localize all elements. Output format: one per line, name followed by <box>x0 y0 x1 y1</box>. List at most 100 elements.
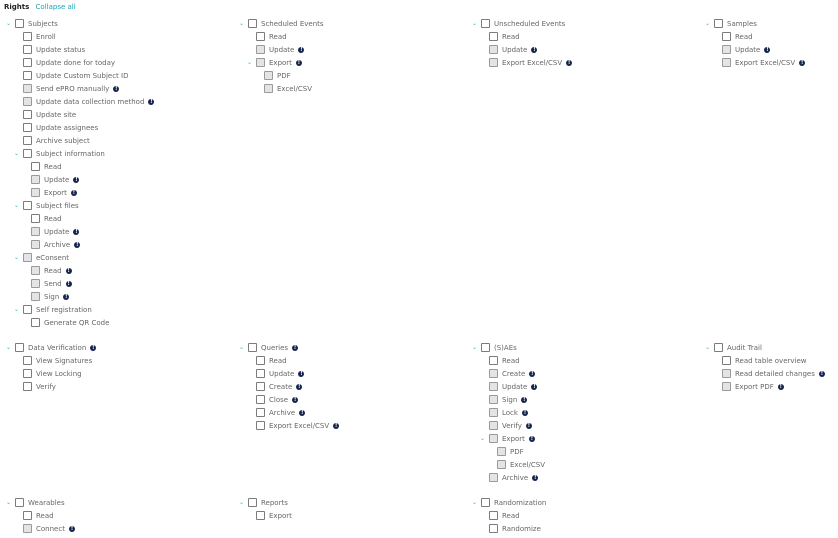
checkbox[interactable] <box>256 511 265 520</box>
info-icon[interactable]: ! <box>531 383 538 390</box>
checkbox[interactable] <box>722 58 731 67</box>
info-icon[interactable]: ! <box>68 525 75 532</box>
info-icon[interactable]: ! <box>292 396 299 403</box>
checkbox[interactable] <box>489 369 498 378</box>
checkbox[interactable] <box>31 214 40 223</box>
checkbox[interactable] <box>714 19 723 28</box>
checkbox[interactable] <box>256 421 265 430</box>
info-icon[interactable]: ! <box>65 267 72 274</box>
info-icon[interactable]: ! <box>521 409 528 416</box>
checkbox[interactable] <box>481 343 490 352</box>
info-icon[interactable]: ! <box>799 59 806 66</box>
info-icon[interactable]: ! <box>295 59 302 66</box>
checkbox[interactable] <box>23 97 32 106</box>
info-icon[interactable]: ! <box>521 396 528 403</box>
chevron-down-icon[interactable]: ⌄ <box>472 20 478 27</box>
info-icon[interactable]: ! <box>148 98 155 105</box>
checkbox[interactable] <box>256 356 265 365</box>
checkbox[interactable] <box>248 343 257 352</box>
checkbox[interactable] <box>489 32 498 41</box>
chevron-down-icon[interactable]: ⌄ <box>14 306 20 313</box>
info-icon[interactable]: ! <box>528 435 535 442</box>
checkbox[interactable] <box>256 369 265 378</box>
checkbox[interactable] <box>256 58 265 67</box>
info-icon[interactable]: ! <box>531 46 538 53</box>
info-icon[interactable]: ! <box>296 383 303 390</box>
checkbox[interactable] <box>489 421 498 430</box>
checkbox[interactable] <box>23 524 32 533</box>
info-icon[interactable]: ! <box>73 228 80 235</box>
checkbox[interactable] <box>15 498 24 507</box>
checkbox[interactable] <box>23 356 32 365</box>
checkbox[interactable] <box>489 45 498 54</box>
info-icon[interactable]: ! <box>818 370 825 377</box>
checkbox[interactable] <box>23 110 32 119</box>
checkbox[interactable] <box>31 318 40 327</box>
checkbox[interactable] <box>23 123 32 132</box>
chevron-down-icon[interactable]: ⌄ <box>239 499 245 506</box>
info-icon[interactable]: ! <box>70 189 77 196</box>
chevron-down-icon[interactable]: ⌄ <box>472 344 478 351</box>
checkbox[interactable] <box>15 343 24 352</box>
checkbox[interactable] <box>256 382 265 391</box>
checkbox[interactable] <box>31 227 40 236</box>
checkbox[interactable] <box>714 343 723 352</box>
chevron-down-icon[interactable]: ⌄ <box>14 254 20 261</box>
info-icon[interactable]: ! <box>113 85 120 92</box>
checkbox[interactable] <box>489 511 498 520</box>
info-icon[interactable]: ! <box>73 176 80 183</box>
info-icon[interactable]: ! <box>777 383 784 390</box>
checkbox[interactable] <box>489 408 498 417</box>
info-icon[interactable]: ! <box>566 59 573 66</box>
checkbox[interactable] <box>31 279 40 288</box>
checkbox[interactable] <box>481 498 490 507</box>
checkbox[interactable] <box>489 473 498 482</box>
checkbox[interactable] <box>264 71 273 80</box>
info-icon[interactable]: ! <box>532 474 539 481</box>
checkbox[interactable] <box>23 305 32 314</box>
info-icon[interactable]: ! <box>299 409 306 416</box>
checkbox[interactable] <box>23 45 32 54</box>
checkbox[interactable] <box>489 58 498 67</box>
checkbox[interactable] <box>31 175 40 184</box>
checkbox[interactable] <box>489 395 498 404</box>
checkbox[interactable] <box>489 524 498 533</box>
checkbox[interactable] <box>256 395 265 404</box>
checkbox[interactable] <box>23 32 32 41</box>
chevron-down-icon[interactable]: ⌄ <box>239 20 245 27</box>
info-icon[interactable]: ! <box>65 280 72 287</box>
checkbox[interactable] <box>489 382 498 391</box>
checkbox[interactable] <box>31 188 40 197</box>
chevron-down-icon[interactable]: ⌄ <box>6 499 12 506</box>
checkbox[interactable] <box>23 58 32 67</box>
chevron-down-icon[interactable]: ⌄ <box>472 499 478 506</box>
checkbox[interactable] <box>481 19 490 28</box>
checkbox[interactable] <box>722 32 731 41</box>
checkbox[interactable] <box>497 447 506 456</box>
checkbox[interactable] <box>23 253 32 262</box>
checkbox[interactable] <box>23 511 32 520</box>
checkbox[interactable] <box>23 136 32 145</box>
chevron-down-icon[interactable]: ⌄ <box>14 202 20 209</box>
checkbox[interactable] <box>256 45 265 54</box>
info-icon[interactable]: ! <box>525 422 532 429</box>
chevron-down-icon[interactable]: ⌄ <box>480 435 486 442</box>
checkbox[interactable] <box>489 356 498 365</box>
checkbox[interactable] <box>23 84 32 93</box>
info-icon[interactable]: ! <box>333 422 340 429</box>
chevron-down-icon[interactable]: ⌄ <box>247 59 253 66</box>
checkbox[interactable] <box>23 369 32 378</box>
chevron-down-icon[interactable]: ⌄ <box>239 344 245 351</box>
chevron-down-icon[interactable]: ⌄ <box>6 20 12 27</box>
checkbox[interactable] <box>31 162 40 171</box>
chevron-down-icon[interactable]: ⌄ <box>705 344 711 351</box>
checkbox[interactable] <box>489 434 498 443</box>
info-icon[interactable]: ! <box>63 293 70 300</box>
checkbox[interactable] <box>31 292 40 301</box>
chevron-down-icon[interactable]: ⌄ <box>705 20 711 27</box>
collapse-all-link[interactable]: Collapse all <box>35 3 76 11</box>
checkbox[interactable] <box>722 356 731 365</box>
checkbox[interactable] <box>15 19 24 28</box>
chevron-down-icon[interactable]: ⌄ <box>6 344 12 351</box>
checkbox[interactable] <box>722 382 731 391</box>
